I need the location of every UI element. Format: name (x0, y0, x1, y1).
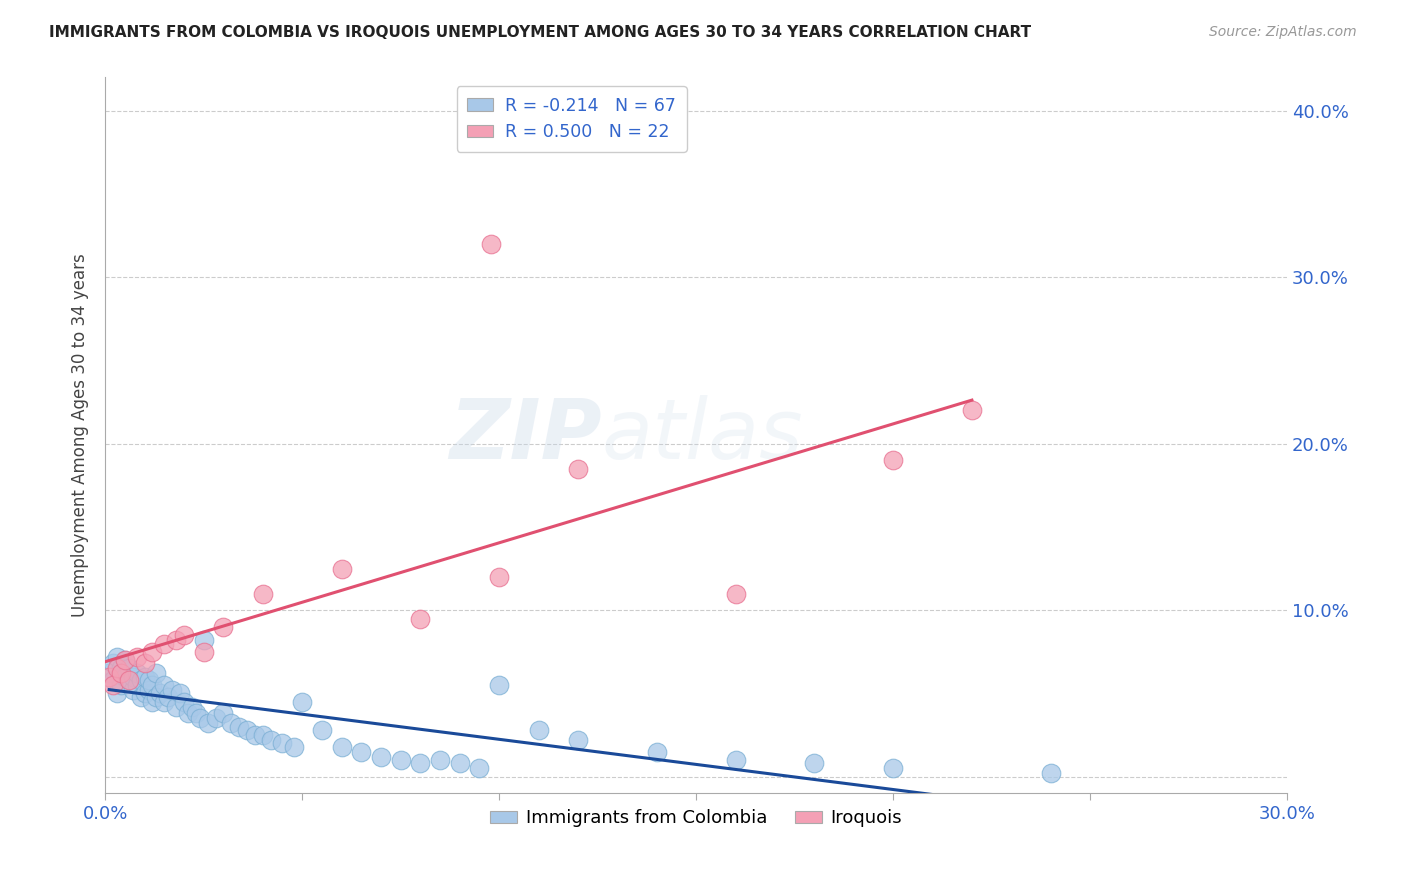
Point (105, 686, 128, 700)
Point (121, 683, 143, 698)
Point (169, 686, 191, 700)
Point (236, 723, 259, 737)
Point (193, 633, 215, 648)
Point (252, 728, 274, 742)
Point (184, 706, 207, 721)
Point (101, 657, 124, 671)
Point (197, 716, 219, 731)
Point (449, 756, 471, 771)
Point (188, 711, 211, 725)
Point (724, 753, 747, 767)
Text: ZIP: ZIP (449, 395, 602, 476)
Point (291, 695, 314, 709)
Point (141, 678, 163, 692)
Text: Source: ZipAtlas.com: Source: ZipAtlas.com (1209, 25, 1357, 39)
Point (153, 695, 176, 709)
Point (409, 756, 432, 771)
Point (110, 661, 132, 675)
Point (110, 678, 132, 692)
Point (204, 711, 226, 725)
Point (101, 678, 124, 692)
Point (114, 653, 136, 667)
Point (105, 649, 128, 664)
Point (330, 739, 353, 754)
Point (134, 670, 156, 684)
Point (153, 636, 176, 650)
Point (243, 728, 266, 742)
Point (271, 736, 294, 750)
Point (488, 570, 510, 584)
Point (724, 586, 747, 600)
Point (260, 733, 283, 747)
Point (389, 753, 412, 767)
Point (468, 761, 491, 775)
Point (129, 673, 152, 687)
Text: atlas: atlas (602, 395, 803, 476)
Point (219, 716, 242, 731)
Point (134, 657, 156, 671)
Point (193, 645, 215, 659)
Point (567, 461, 589, 475)
Point (1039, 766, 1062, 780)
Point (125, 678, 148, 692)
Point (177, 706, 200, 721)
Point (173, 695, 195, 709)
Point (350, 745, 373, 759)
Point (960, 403, 983, 417)
Point (121, 670, 143, 684)
Text: IMMIGRANTS FROM COLOMBIA VS IROQUOIS UNEMPLOYMENT AMONG AGES 30 TO 34 YEARS CORR: IMMIGRANTS FROM COLOMBIA VS IROQUOIS UNE… (49, 25, 1032, 40)
Point (125, 666, 148, 681)
Point (160, 683, 183, 698)
Point (153, 678, 176, 692)
Point (105, 661, 128, 675)
Point (118, 673, 141, 687)
Point (180, 699, 202, 714)
Point (118, 661, 141, 675)
Point (125, 649, 148, 664)
Point (882, 761, 904, 775)
Point (101, 673, 124, 687)
Legend: Immigrants from Colombia, Iroquois: Immigrants from Colombia, Iroquois (482, 802, 910, 834)
Point (129, 690, 152, 704)
Point (165, 699, 187, 714)
Y-axis label: Unemployment Among Ages 30 to 34 years: Unemployment Among Ages 30 to 34 years (72, 253, 89, 617)
Point (145, 690, 167, 704)
Point (311, 723, 333, 737)
Point (803, 756, 825, 771)
Point (409, 611, 432, 625)
Point (173, 628, 195, 642)
Point (134, 686, 156, 700)
Point (645, 745, 668, 759)
Point (479, 236, 502, 251)
Point (527, 723, 550, 737)
Point (567, 733, 589, 747)
Point (138, 683, 160, 698)
Point (98, 666, 121, 681)
Point (157, 690, 180, 704)
Point (228, 720, 250, 734)
Point (114, 653, 136, 667)
Point (882, 453, 904, 467)
Point (165, 633, 187, 648)
Point (283, 739, 305, 754)
Point (114, 670, 136, 684)
Point (330, 561, 353, 575)
Point (98, 670, 121, 684)
Point (429, 753, 451, 767)
Point (149, 686, 172, 700)
Point (141, 695, 163, 709)
Point (212, 706, 235, 721)
Point (212, 620, 235, 634)
Point (141, 645, 163, 659)
Point (118, 673, 141, 687)
Point (488, 678, 510, 692)
Point (110, 666, 132, 681)
Point (370, 749, 392, 764)
Point (252, 586, 274, 600)
Point (138, 673, 160, 687)
Point (145, 666, 167, 681)
